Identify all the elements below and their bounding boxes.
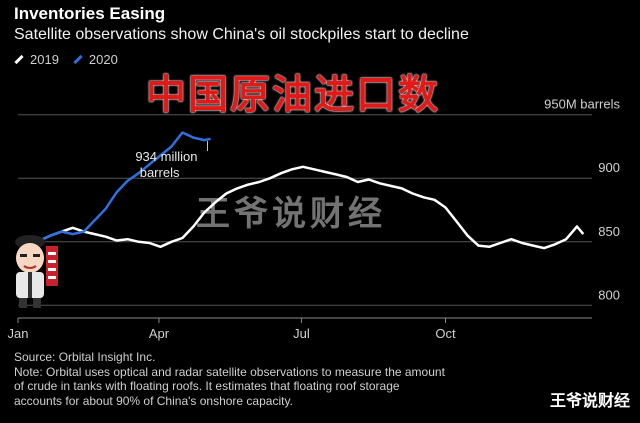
series-line-2020 (17, 131, 211, 247)
legend-label-2019: 2019 (30, 52, 59, 67)
chart-title: Inventories Easing (14, 4, 166, 23)
legend-item-2020: 2020 (73, 52, 118, 67)
cartoon-figure-icon (15, 235, 58, 308)
chart-subtitle: Satellite observations show China's oil … (14, 26, 469, 43)
annotation-line-1: 934 million (135, 149, 197, 164)
watermark: 王爷说财经 (196, 194, 386, 234)
brand-label: 王爷说财经 (549, 391, 630, 410)
x-tick-label-jan: Jan (8, 326, 29, 341)
legend-item-2019: 2019 (14, 52, 59, 67)
overlay-caption: 中国原油进口数 (146, 72, 440, 118)
chart-footer: Source: Orbital Insight Inc. Note: Orbit… (14, 350, 534, 408)
source-note: Source: Orbital Insight Inc. (14, 350, 156, 364)
methodology-note: Note: Orbital uses optical and radar sat… (14, 364, 445, 408)
y-tick-label-900: 900 (598, 160, 620, 175)
x-tick-label-apr: Apr (149, 326, 170, 341)
legend: 2019 2020 (14, 52, 118, 67)
x-tick-label-oct: Oct (435, 326, 456, 341)
y-tick-label-950: 950M barrels (544, 97, 620, 112)
y-tick-label-800: 800 (598, 287, 620, 302)
y-tick-label-850: 850 (598, 224, 620, 239)
series-line-2019 (17, 165, 585, 250)
annotation-line-2: barrels (140, 165, 180, 180)
x-tick-label-jul: Jul (293, 326, 310, 341)
legend-label-2020: 2020 (88, 52, 118, 67)
